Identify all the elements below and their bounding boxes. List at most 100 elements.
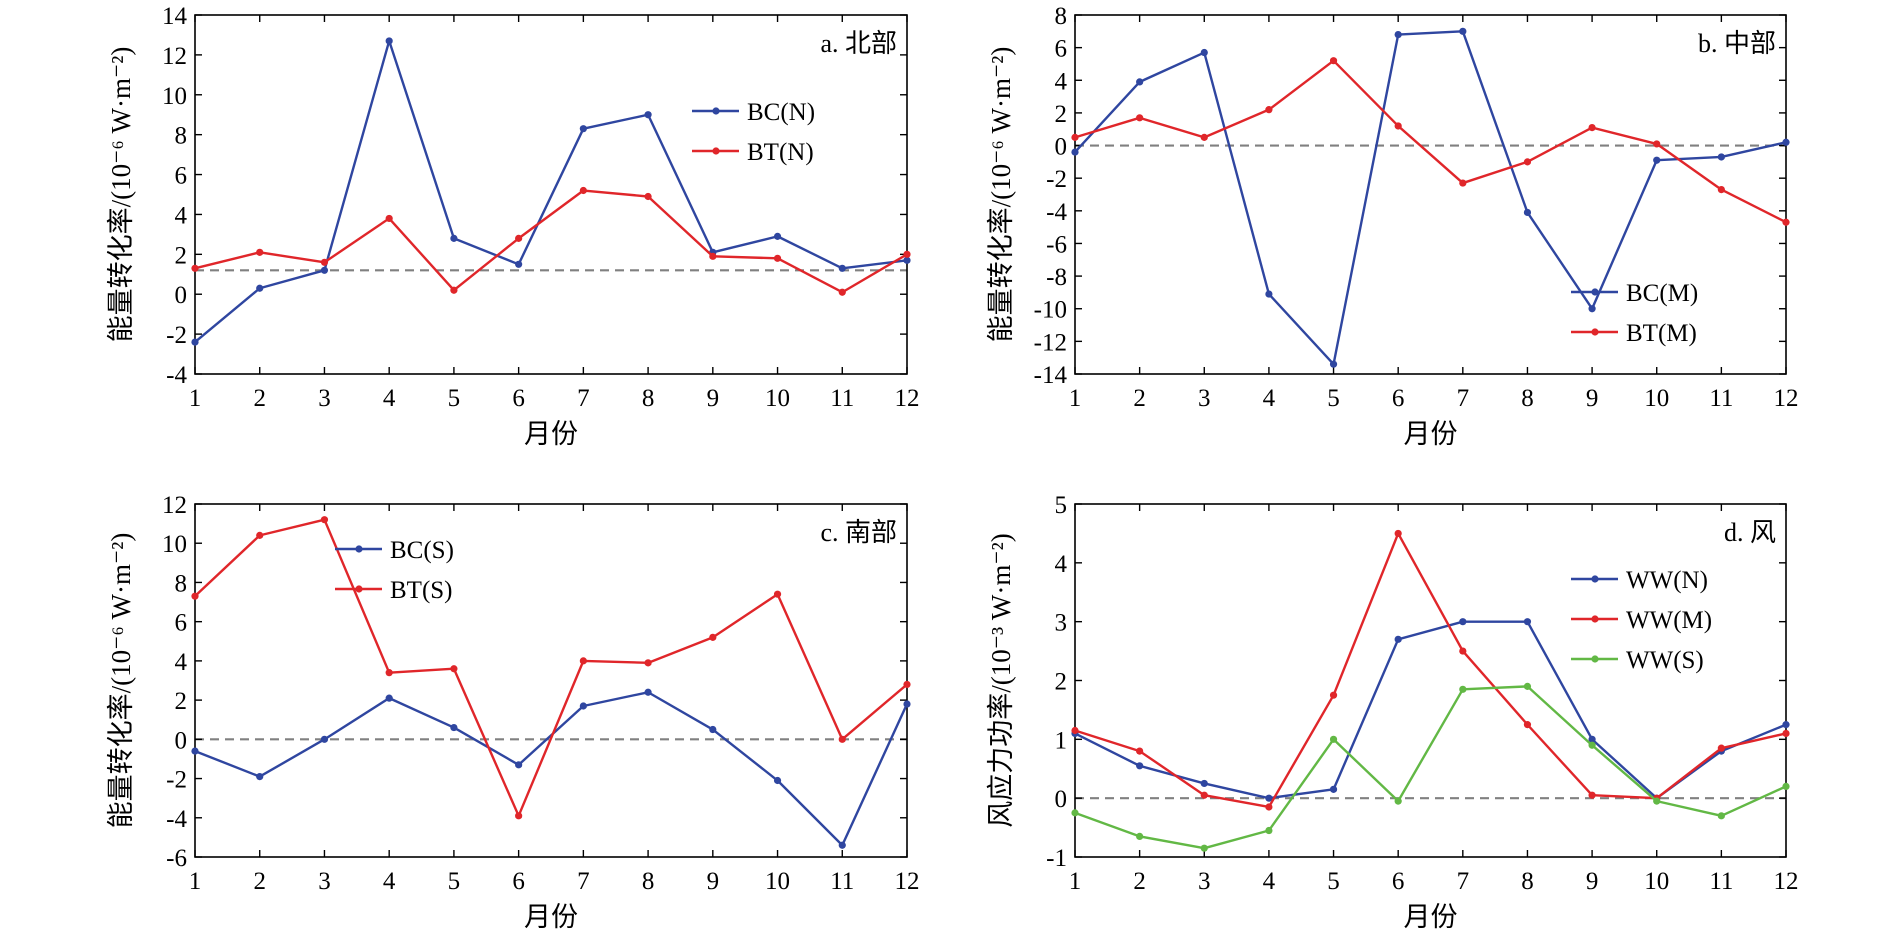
panel-title: d. 风 <box>1724 518 1776 547</box>
data-point <box>773 254 782 262</box>
x-tick-label: 11 <box>1709 385 1733 412</box>
data-point <box>1329 785 1338 793</box>
x-tick-label: 9 <box>707 385 720 412</box>
data-point <box>1588 741 1596 749</box>
x-tick-label: 11 <box>830 385 854 412</box>
x-tick-label: 9 <box>707 868 720 895</box>
x-tick-label: 5 <box>1327 868 1340 895</box>
y-tick-label: -12 <box>1034 329 1067 356</box>
y-tick-label: 6 <box>1055 36 1068 63</box>
panel-title: a. 北部 <box>820 29 897 58</box>
x-tick-label: 4 <box>1263 385 1276 412</box>
plot-frame <box>1074 503 1787 858</box>
y-tick-label: -10 <box>1034 297 1067 324</box>
data-point <box>385 37 393 45</box>
legend-label: BT(N) <box>747 139 814 166</box>
data-point <box>1523 208 1532 217</box>
y-tick-label: 6 <box>175 163 188 190</box>
data-point <box>191 747 199 755</box>
y-tick-label: 10 <box>162 83 187 110</box>
x-tick-label: 3 <box>318 385 331 412</box>
data-point <box>1136 832 1144 841</box>
series-line-BC(M) <box>1074 30 1787 366</box>
x-tick-label: 8 <box>1521 868 1534 895</box>
legend-marker <box>1591 575 1599 583</box>
data-point <box>903 256 911 264</box>
data-point <box>1329 735 1338 743</box>
y-tick-label: 12 <box>162 492 187 519</box>
x-axis-label: 月份 <box>524 419 578 449</box>
x-tick-label: 11 <box>1709 868 1733 895</box>
legend-label: BC(M) <box>1626 280 1698 307</box>
y-tick-label: -2 <box>166 322 187 349</box>
y-axis-label: 能量转化率/(10⁻⁶ W·m⁻²) <box>106 47 136 343</box>
y-tick-label: 4 <box>175 202 188 229</box>
data-point <box>191 338 199 346</box>
x-tick-label: 1 <box>1069 385 1082 412</box>
x-tick-label: 2 <box>253 868 266 895</box>
series-line-BT(N) <box>194 189 908 294</box>
x-tick-label: 8 <box>1521 385 1534 412</box>
y-axis-label: 风应力功率/(10⁻³ W·m⁻²) <box>986 533 1016 827</box>
legend-label: BC(S) <box>390 537 454 564</box>
x-axis-label: 月份 <box>1404 419 1458 449</box>
y-tick-label: -1 <box>1046 845 1067 872</box>
panel-title: b. 中部 <box>1698 29 1776 58</box>
data-point <box>1394 122 1402 130</box>
data-point <box>1782 729 1790 738</box>
data-point <box>1200 844 1208 852</box>
y-tick-label: 0 <box>1055 786 1068 813</box>
data-point <box>579 702 587 710</box>
data-point <box>1782 721 1790 729</box>
data-point <box>256 248 264 256</box>
y-tick-label: 0 <box>175 282 188 309</box>
data-point <box>1717 186 1725 194</box>
data-point <box>1265 794 1273 802</box>
data-point <box>1071 726 1079 735</box>
data-point <box>1459 647 1467 655</box>
x-axis-label: 月份 <box>524 902 578 932</box>
data-point <box>1071 809 1079 817</box>
legend-label: BT(S) <box>390 577 453 604</box>
legend: BC(S) BT(S) <box>335 537 454 604</box>
legend-label: BT(M) <box>1626 320 1697 347</box>
data-point <box>903 680 911 689</box>
data-point <box>1329 57 1338 65</box>
x-tick-label: 6 <box>512 385 525 412</box>
y-tick-label: -14 <box>1034 362 1068 389</box>
x-tick-label: 6 <box>512 868 525 895</box>
y-tick-label: 10 <box>162 531 187 558</box>
panel-c: 1 2 3 4 5 6 7 8 9 10 11 12-6-4-2024681012月份能量转化率/(1… <box>106 492 920 932</box>
data-point <box>256 531 264 539</box>
data-point <box>838 264 846 272</box>
x-tick-label: 10 <box>1644 868 1669 895</box>
y-tick-label: -8 <box>1046 264 1067 291</box>
data-point <box>1200 791 1208 799</box>
data-point <box>1782 218 1790 226</box>
data-point <box>1588 123 1596 132</box>
data-point <box>1523 158 1532 166</box>
data-point <box>709 725 717 734</box>
x-tick-label: 9 <box>1586 385 1599 412</box>
y-tick-label: -6 <box>1046 231 1067 258</box>
data-point <box>1523 721 1532 729</box>
data-point <box>320 516 329 524</box>
legend: BC(N) BT(N) <box>692 99 815 166</box>
x-tick-label: 9 <box>1586 868 1599 895</box>
data-point <box>773 776 782 785</box>
x-tick-label: 12 <box>1774 868 1799 895</box>
data-point <box>1523 618 1532 626</box>
data-point <box>1459 27 1467 35</box>
data-point <box>1265 290 1273 298</box>
x-tick-label: 5 <box>1327 385 1340 412</box>
data-point <box>385 694 393 702</box>
y-tick-label: 8 <box>175 123 188 150</box>
x-tick-label: 2 <box>1133 385 1146 412</box>
legend-marker <box>1591 328 1599 336</box>
series-line-BC(N) <box>194 39 908 344</box>
legend-marker <box>355 545 363 553</box>
y-tick-label: 5 <box>1055 492 1068 519</box>
data-point <box>1782 782 1790 791</box>
series-line-BC(S) <box>194 691 909 847</box>
